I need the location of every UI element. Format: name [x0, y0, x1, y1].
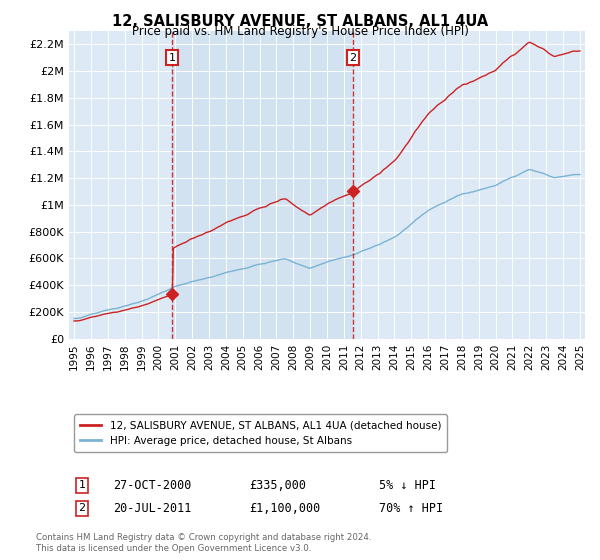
Text: £1,100,000: £1,100,000 — [250, 502, 321, 515]
Text: Contains HM Land Registry data © Crown copyright and database right 2024.
This d: Contains HM Land Registry data © Crown c… — [36, 533, 371, 553]
Text: £335,000: £335,000 — [250, 479, 307, 492]
Text: 2: 2 — [79, 503, 85, 513]
Text: 12, SALISBURY AVENUE, ST ALBANS, AL1 4UA: 12, SALISBURY AVENUE, ST ALBANS, AL1 4UA — [112, 14, 488, 29]
Text: 20-JUL-2011: 20-JUL-2011 — [113, 502, 191, 515]
Text: 1: 1 — [79, 480, 85, 490]
Text: 27-OCT-2000: 27-OCT-2000 — [113, 479, 191, 492]
Text: 5% ↓ HPI: 5% ↓ HPI — [379, 479, 436, 492]
Text: Price paid vs. HM Land Registry's House Price Index (HPI): Price paid vs. HM Land Registry's House … — [131, 25, 469, 38]
Text: 1: 1 — [169, 53, 176, 63]
Bar — [172, 31, 353, 339]
Text: 70% ↑ HPI: 70% ↑ HPI — [379, 502, 443, 515]
Text: 2: 2 — [350, 53, 356, 63]
Legend: 12, SALISBURY AVENUE, ST ALBANS, AL1 4UA (detached house), HPI: Average price, d: 12, SALISBURY AVENUE, ST ALBANS, AL1 4UA… — [74, 414, 448, 452]
